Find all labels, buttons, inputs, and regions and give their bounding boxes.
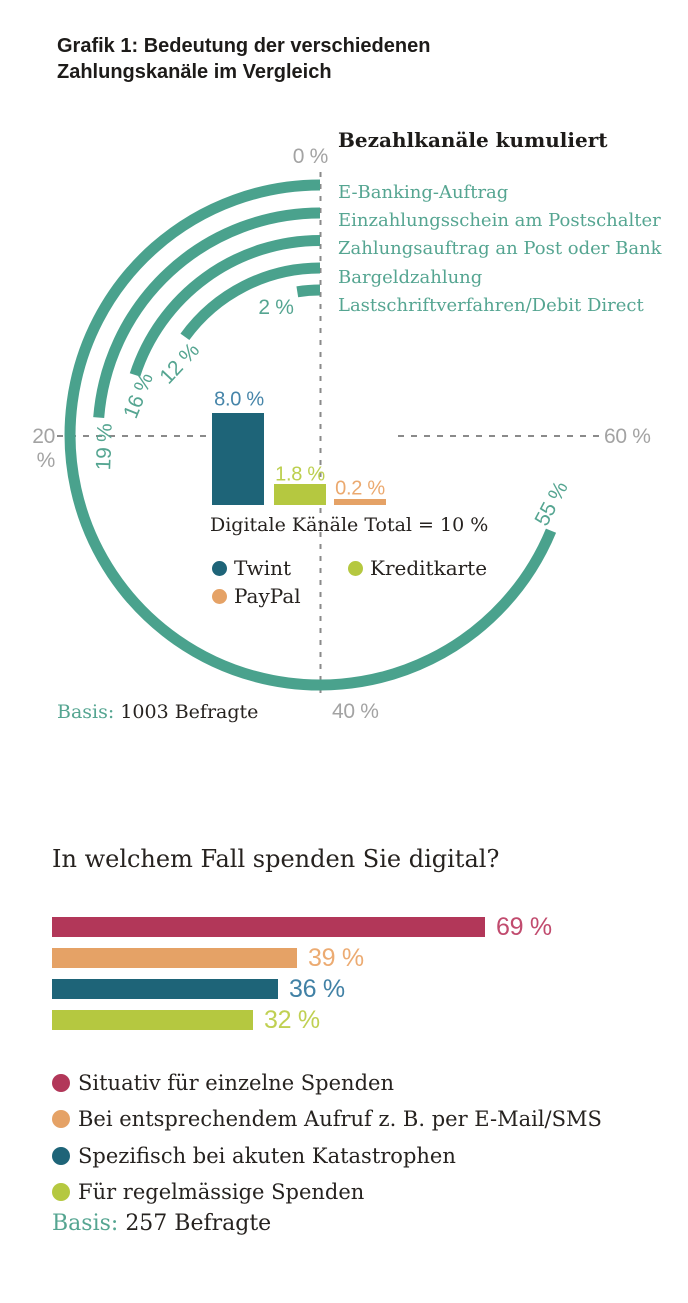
- legend2-label-aufruf: Bei entsprechendem Aufruf z. B. per E-Ma…: [78, 1107, 602, 1131]
- hbar-row-aufruf: 39 %: [52, 944, 364, 972]
- cumulative-arc-3: [180, 262, 321, 341]
- cumulative-arc-2: [129, 235, 321, 377]
- legend1-label-twint: Twint: [234, 556, 292, 580]
- legend2-item-katastrophen: Spezifisch bei akuten Katastrophen: [52, 1144, 456, 1168]
- hbar-row-katastrophen: 36 %: [52, 975, 345, 1003]
- basis1-label: Basis:: [57, 701, 115, 723]
- hbar-katastrophen: [52, 979, 278, 999]
- hbar-value-katastrophen: 36 %: [289, 974, 345, 1003]
- axis-tick-40pct: 40 %: [332, 700, 379, 723]
- legend1-item-paypal: PayPal: [212, 584, 301, 608]
- basis1-value: 1003 Befragte: [120, 701, 259, 723]
- arc-value-label-einzahlungsschein: 19 %: [92, 423, 117, 471]
- hbar-row-regelmaessig: 32 %: [52, 1006, 320, 1034]
- axis-tick-0pct: 0 %: [292, 145, 329, 168]
- digital-bar-label-kreditkarte: 1.8 %: [275, 463, 325, 486]
- arc-value-label-lastschrift: 2 %: [258, 296, 294, 319]
- situativ-color-dot-icon: [52, 1074, 70, 1092]
- digital-bar-label-twint: 8.0 %: [214, 388, 264, 411]
- digital-channel-bar-1: [274, 484, 326, 505]
- digital-bar-label-paypal: 0.2 %: [335, 477, 385, 500]
- legend2-label-katastrophen: Spezifisch bei akuten Katastrophen: [78, 1144, 456, 1168]
- channel-item-zahlungsauftrag: Zahlungsauftrag an Post oder Bank: [338, 238, 662, 260]
- cumulative-channels-header: Bezahlkanäle kumuliert: [338, 128, 608, 152]
- channel-item-einzahlungsschein: Einzahlungsschein am Postschalter: [338, 210, 661, 232]
- page-title-line2: Zahlungskanäle im Vergleich: [57, 61, 332, 83]
- axis-tick-60pct: 60 %: [604, 425, 651, 448]
- legend1-label-kreditkarte: Kreditkarte: [370, 556, 488, 580]
- cumulative-arc-4: [296, 284, 321, 298]
- cumulative-arc-0: [64, 179, 557, 691]
- legend2-item-regelmaessig: Für regelmässige Spenden: [52, 1180, 364, 1204]
- paypal-color-dot-icon: [212, 588, 227, 604]
- legend2-item-aufruf: Bei entsprechendem Aufruf z. B. per E-Ma…: [52, 1107, 602, 1131]
- legend2-label-regelmaessig: Für regelmässige Spenden: [78, 1180, 365, 1204]
- page-title-line1: Grafik 1: Bedeutung der verschiedenen: [57, 35, 431, 57]
- digital-channel-bar-0: [212, 413, 264, 505]
- basis-note-1: Basis: 1003 Befragte: [57, 701, 258, 723]
- legend1-label-paypal: PayPal: [234, 584, 301, 608]
- legend2-label-situativ: Situativ für einzelne Spenden: [78, 1071, 394, 1095]
- axis-tick-20pct: 20 %: [32, 425, 55, 472]
- kreditkarte-color-dot-icon: [348, 560, 363, 576]
- hbar-aufruf: [52, 948, 297, 968]
- hbar-regelmaessig: [52, 1010, 253, 1030]
- legend1-item-kreditkarte: Kreditkarte: [348, 556, 487, 580]
- basis-note-2: Basis: 257 Befragte: [52, 1211, 271, 1236]
- channel-item-lastschrift: Lastschriftverfahren/Debit Direct: [338, 294, 644, 316]
- legend2-item-situativ: Situativ für einzelne Spenden: [52, 1071, 394, 1095]
- twint-color-dot-icon: [212, 560, 227, 576]
- hbar-value-situativ: 69 %: [496, 912, 552, 941]
- cumulative-arc-1: [93, 207, 321, 419]
- hbar-row-situativ: 69 %: [52, 913, 552, 941]
- digital-channel-bar-2: [334, 499, 386, 505]
- channel-list: E-Banking-Auftrag Einzahlungsschein am P…: [338, 179, 662, 320]
- legend1-item-twint: Twint: [212, 556, 291, 580]
- basis2-value: 257 Befragte: [125, 1211, 272, 1236]
- hbar-value-aufruf: 39 %: [308, 943, 364, 972]
- hbar-value-regelmaessig: 32 %: [264, 1005, 320, 1034]
- aufruf-color-dot-icon: [52, 1110, 70, 1128]
- channel-item-bargeldzahlung: Bargeldzahlung: [338, 266, 483, 288]
- channel-item-ebanking: E-Banking-Auftrag: [338, 182, 509, 203]
- question2-title: In welchem Fall spenden Sie digital?: [52, 845, 500, 873]
- page-title: Grafik 1: Bedeutung der verschiedenen Za…: [57, 33, 430, 85]
- regelmaessig-color-dot-icon: [52, 1183, 70, 1201]
- digital-total-note: Digitale Känäle Total = 10 %: [210, 514, 489, 536]
- hbar-situativ: [52, 917, 485, 937]
- katastrophen-color-dot-icon: [52, 1147, 70, 1165]
- radial-chart-svg: [57, 172, 600, 700]
- basis2-label: Basis:: [52, 1211, 119, 1236]
